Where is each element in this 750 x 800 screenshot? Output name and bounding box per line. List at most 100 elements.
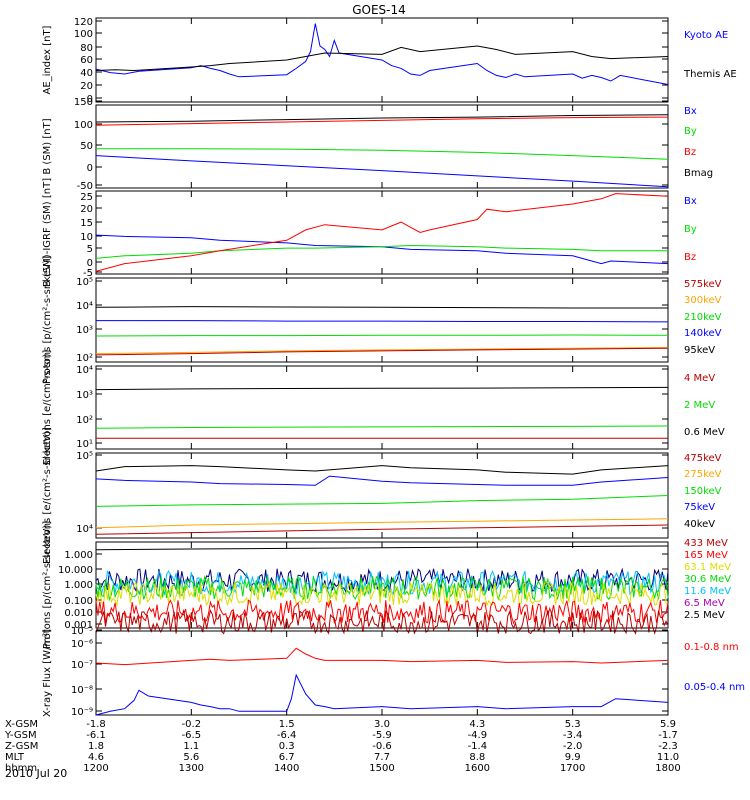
- x-axis-value: 1300: [179, 763, 204, 774]
- x-axis-value: -0.6: [372, 741, 392, 752]
- y-tick-label: 10³: [76, 390, 93, 401]
- x-axis-row-label: MLT: [5, 752, 25, 763]
- x-axis-value: 5.6: [183, 752, 199, 763]
- panel-frame: [95, 365, 669, 450]
- x-axis-value: 1.8: [88, 741, 104, 752]
- x-axis-value: 1700: [560, 763, 585, 774]
- series-line-bmag: [95, 114, 669, 123]
- series-line-475kev: [95, 524, 669, 535]
- legend-entry: By: [684, 224, 697, 235]
- legend-entry: 30.6 MeV: [684, 574, 731, 585]
- y-axis-label: Protons [p/(cm²-s-sr-keV)]: [42, 521, 53, 649]
- series-line-40kev: [95, 465, 669, 475]
- legend-entry: 40keV: [684, 519, 715, 530]
- legend-entry: 0.1-0.8 nm: [684, 642, 739, 653]
- y-tick-label: 0.010: [64, 608, 93, 619]
- x-axis-value: -5.9: [372, 730, 392, 741]
- legend-entry: 575keV: [684, 279, 722, 290]
- series-line-575kev: [95, 347, 669, 356]
- series-line-30-6-mev: [95, 575, 669, 602]
- x-axis-value: 1.1: [183, 741, 199, 752]
- y-tick-label: 10⁴: [76, 524, 93, 535]
- x-axis-value: 4.3: [469, 719, 485, 730]
- x-axis-value: 0.3: [279, 741, 295, 752]
- x-axis-value: 4.6: [88, 752, 104, 763]
- y-axis-label: B (SM)-IGRF (SM) [nT]: [42, 178, 53, 287]
- y-axis-label: Electrons [e/(cm²-s-sr-keV)]: [42, 427, 53, 564]
- y-axis-label: Electrons [e/(cm²-s-sr)]: [42, 350, 53, 466]
- series-line-bz: [95, 116, 669, 126]
- legend-entry: Bz: [684, 252, 696, 263]
- plot-title: GOES-14: [352, 3, 406, 17]
- y-tick-label: 15: [80, 218, 93, 229]
- series-line-0-05-0-4-nm: [95, 673, 669, 716]
- legend-entry: 0.05-0.4 nm: [684, 682, 745, 693]
- x-axis-value: -1.4: [468, 741, 488, 752]
- y-tick-label: 0: [87, 94, 93, 105]
- y-tick-label: -5: [83, 268, 93, 279]
- legend-entry: 275keV: [684, 469, 722, 480]
- x-axis-value: -1.7: [658, 730, 678, 741]
- x-axis-value: 7.7: [374, 752, 390, 763]
- series-line-bz: [95, 193, 669, 272]
- x-axis-value: 1200: [83, 763, 108, 774]
- y-tick-label: 10⁵: [76, 277, 93, 288]
- y-tick-label: 10²: [76, 415, 93, 426]
- series-line-75kev: [95, 475, 669, 486]
- y-tick-label: 25: [80, 192, 93, 203]
- y-tick-label: 10³: [76, 325, 93, 336]
- series-line-by: [95, 244, 668, 259]
- y-tick-label: 1.000: [64, 550, 93, 561]
- y-axis-label: B (SM) [nT]: [42, 118, 53, 174]
- y-tick-label: 10¹: [76, 439, 93, 450]
- y-tick-label: 10⁻⁸: [71, 685, 93, 696]
- y-axis-label: AE_index [nT]: [42, 25, 53, 94]
- series-line-150kev: [95, 495, 669, 507]
- x-axis-value: 1500: [369, 763, 394, 774]
- x-axis-row-label: Y-GSM: [4, 730, 37, 741]
- x-axis-value: 5.3: [565, 719, 581, 730]
- panel-electrons_2: 10⁴ 10⁵ Electrons [e/(cm²-s-sr-keV)] 475keV…: [42, 427, 722, 564]
- y-tick-label: 0: [87, 163, 93, 174]
- y-tick-label: 80: [80, 43, 93, 54]
- y-tick-label: 100: [74, 29, 93, 40]
- legend-entry: 2.5 MeV: [684, 610, 725, 621]
- legend-entry: 2 MeV: [684, 400, 715, 411]
- legend-entry: Kyoto AE: [684, 30, 728, 41]
- y-tick-label: 1.000: [64, 580, 93, 591]
- legend-entry: Bx: [684, 196, 697, 207]
- x-axis-value: -2.3: [658, 741, 678, 752]
- panel-frame: [95, 190, 669, 275]
- x-axis-value: 1600: [465, 763, 490, 774]
- legend-entry: 0.6 MeV: [684, 427, 725, 438]
- y-tick-label: 20: [80, 204, 93, 215]
- y-tick-label: 10.000: [58, 565, 93, 576]
- x-axis-row-label: X-GSM: [5, 719, 38, 730]
- y-tick-label: 10²: [76, 353, 93, 364]
- legend-entry: 6.5 MeV: [684, 598, 725, 609]
- x-axis-value: -3.4: [563, 730, 583, 741]
- x-axis-row-label: Z-GSM: [5, 741, 38, 752]
- y-tick-label: 10⁻⁶: [71, 639, 93, 650]
- legend-entry: 300keV: [684, 295, 722, 306]
- legend-entry: 475keV: [684, 453, 722, 464]
- x-axis-value: 9.9: [565, 752, 581, 763]
- x-axis-value: -6.4: [277, 730, 297, 741]
- series-line-2-5-mev: [95, 545, 669, 551]
- y-tick-label: -50: [77, 181, 93, 192]
- series-line-165-mev: [95, 598, 669, 625]
- y-tick-label: 120: [74, 17, 93, 28]
- y-tick-label: 0.001: [64, 620, 93, 631]
- x-axis-value: -6.5: [182, 730, 202, 741]
- y-tick-label: 150: [74, 97, 93, 108]
- legend-entry: 75keV: [684, 502, 715, 513]
- legend-entry: 95keV: [684, 345, 715, 356]
- x-axis-value: -6.1: [86, 730, 106, 741]
- legend-entry: 210keV: [684, 312, 722, 323]
- legend-entry: Bz: [684, 147, 696, 158]
- series-line-themis-ae: [95, 45, 669, 72]
- series-line-by: [96, 148, 669, 160]
